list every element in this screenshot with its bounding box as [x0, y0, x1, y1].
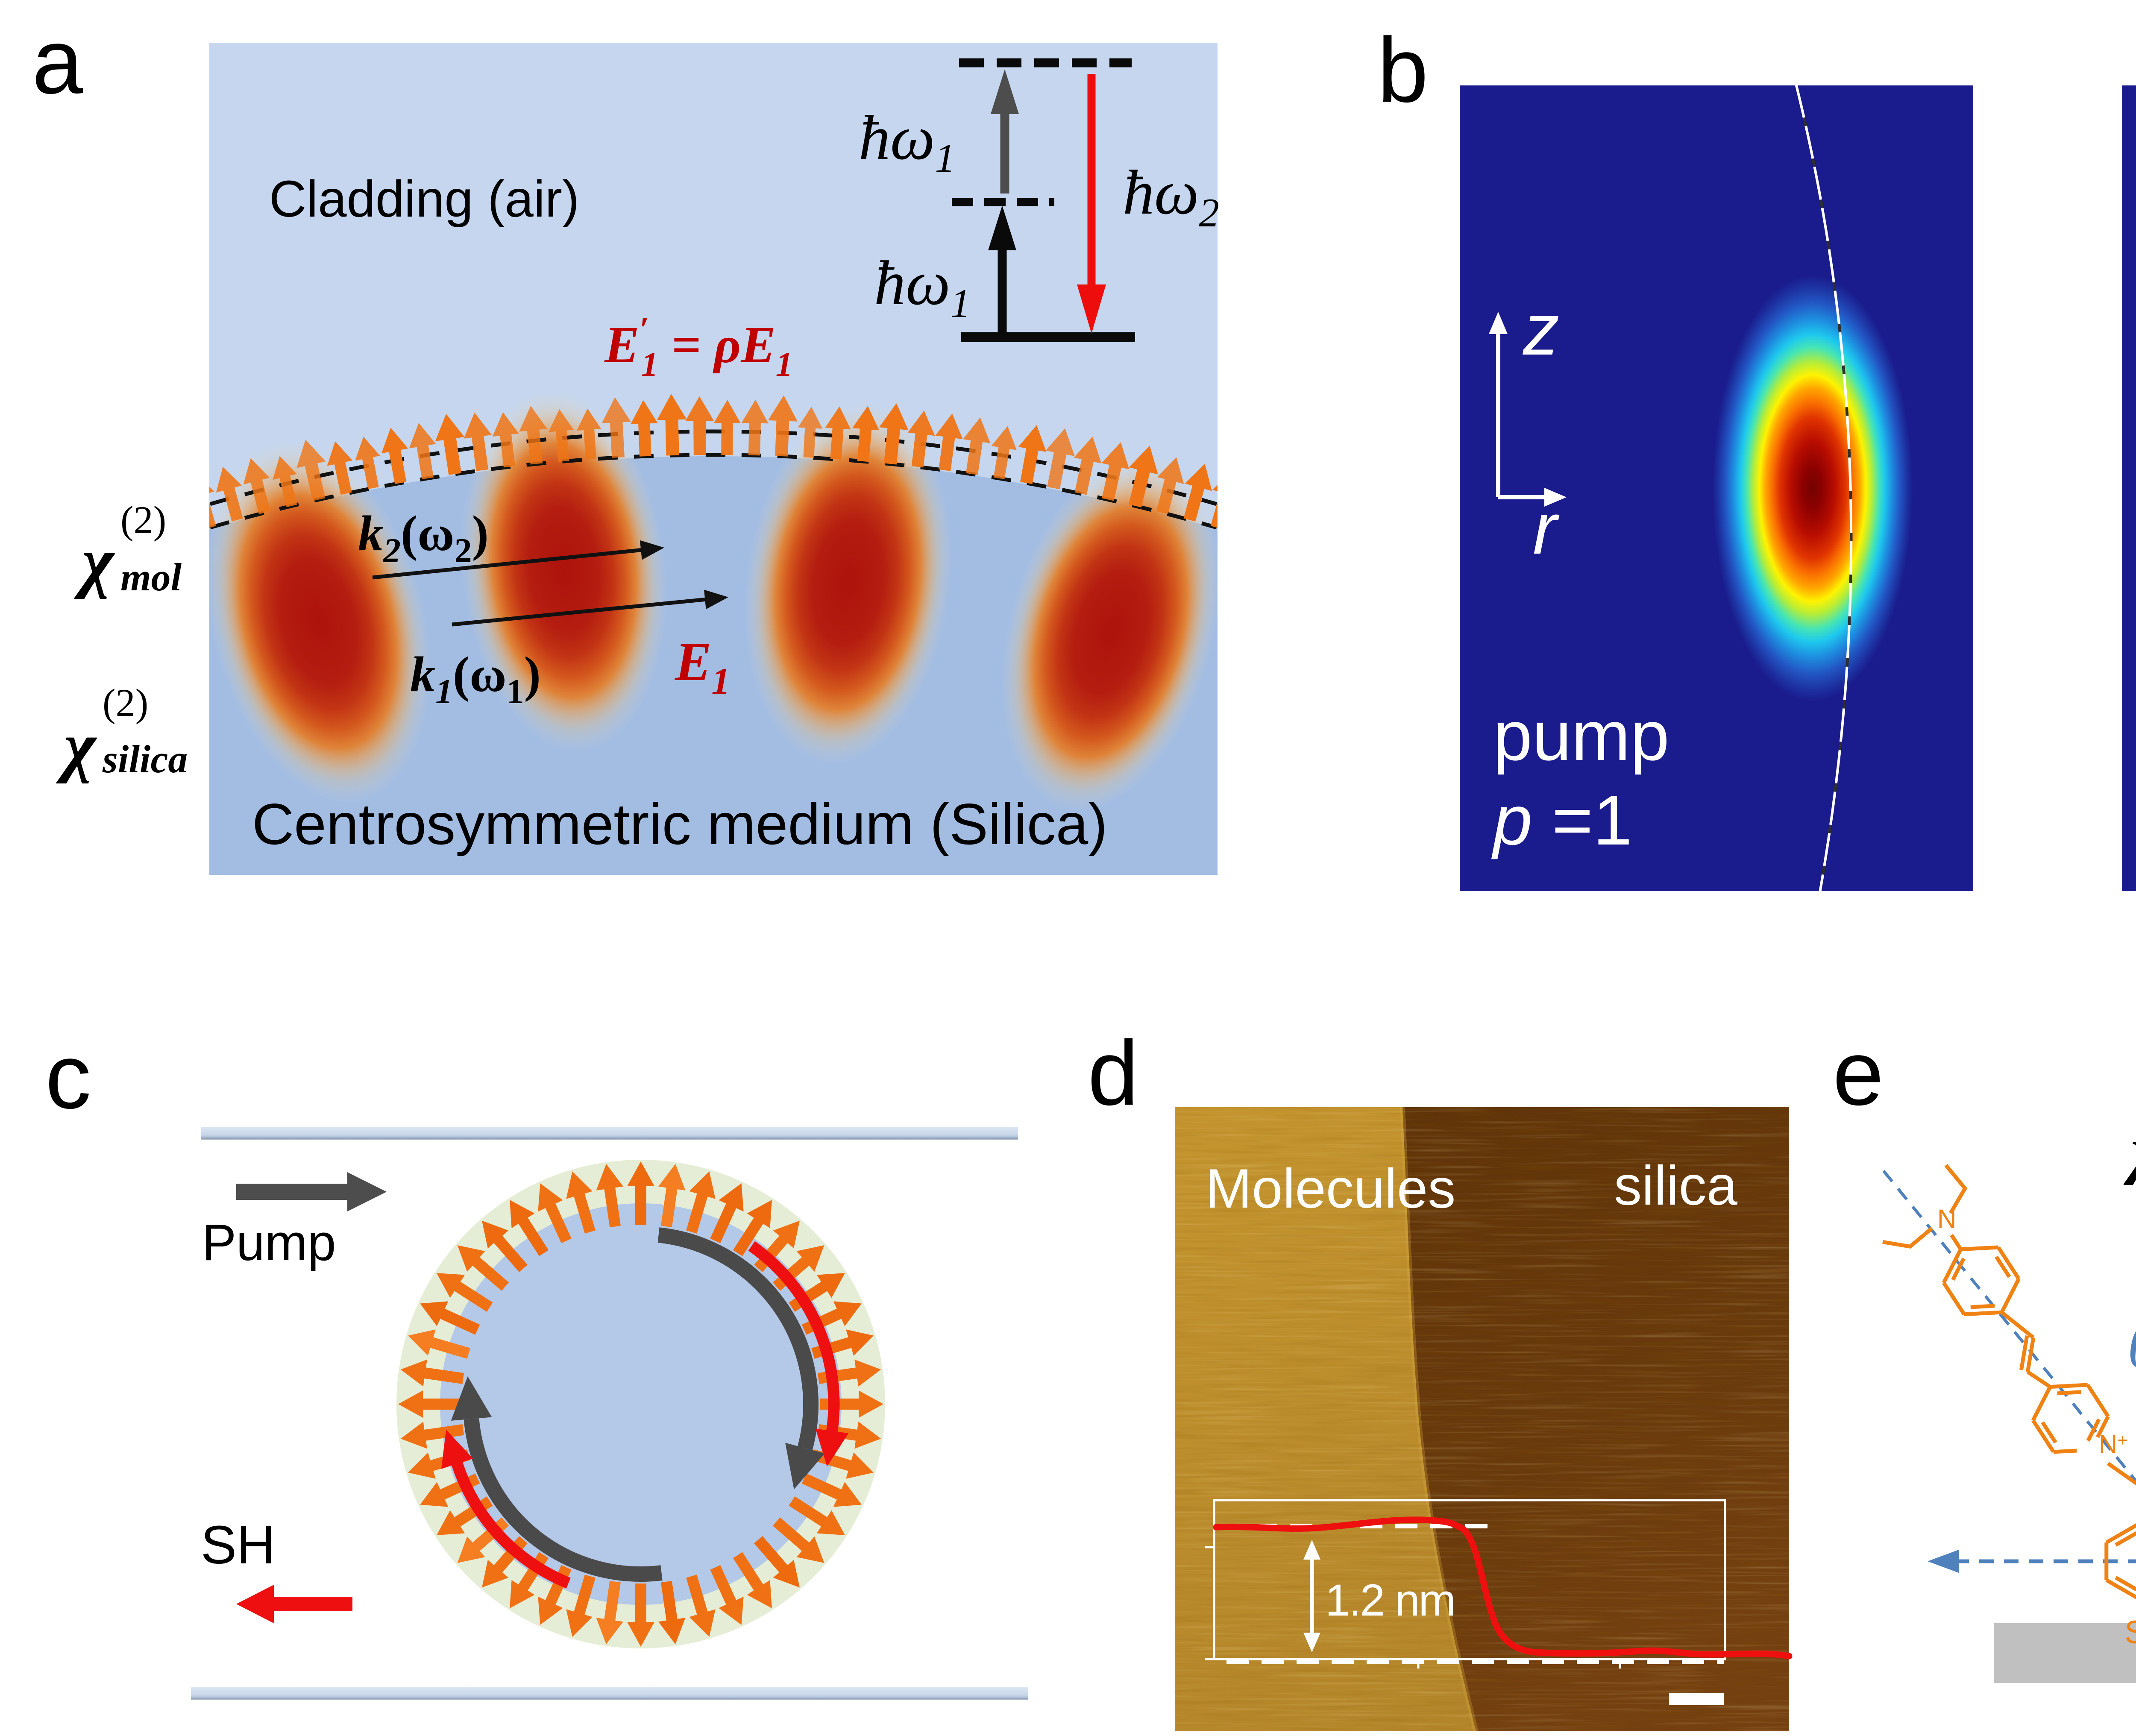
- svg-text:silica: silica: [1614, 1154, 1738, 1217]
- svg-text:θ: θ: [2127, 1314, 2136, 1380]
- svg-text:b: b: [1377, 18, 1429, 121]
- svg-text:e: e: [1833, 1021, 1884, 1124]
- svg-text:r: r: [1533, 488, 1560, 569]
- svg-text:silica: silica: [102, 737, 188, 781]
- svg-text:Molecules: Molecules: [1206, 1157, 1455, 1220]
- svg-text:p =1: p =1: [1491, 781, 1632, 859]
- svg-text:SH: SH: [201, 1515, 276, 1575]
- svg-text:E′1 = ρE1: E′ 1 = ρE1: [604, 311, 793, 384]
- svg-text:Pump: Pump: [202, 1214, 336, 1271]
- svg-text:(2): (2): [103, 681, 148, 724]
- svg-text:mol: mol: [120, 555, 182, 599]
- svg-text:pump: pump: [1493, 696, 1669, 775]
- svg-text:1.2 nm: 1.2 nm: [1325, 1575, 1455, 1625]
- svg-text:Centrosymmetric medium (Silica: Centrosymmetric medium (Silica): [252, 792, 1108, 856]
- svg-text:d: d: [1088, 1021, 1139, 1124]
- svg-text:Cladding (air): Cladding (air): [269, 170, 579, 228]
- svg-text:c: c: [45, 1025, 91, 1128]
- svg-text:a: a: [32, 10, 83, 113]
- svg-text:Si: Si: [2124, 1614, 2136, 1651]
- svg-text:(2): (2): [120, 498, 166, 542]
- svg-text:z: z: [1523, 289, 1559, 370]
